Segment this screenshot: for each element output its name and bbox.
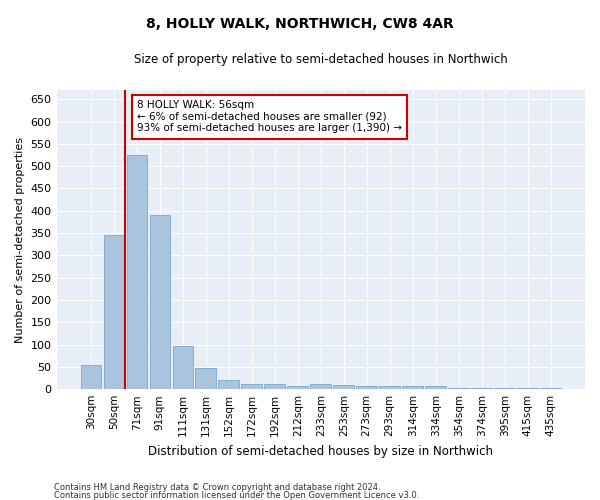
Bar xyxy=(334,384,354,389)
Text: 8 HOLLY WALK: 56sqm
← 6% of semi-detached houses are smaller (92)
93% of semi-de: 8 HOLLY WALK: 56sqm ← 6% of semi-detache… xyxy=(137,100,402,134)
Bar xyxy=(196,368,216,389)
Bar xyxy=(448,388,469,389)
Bar xyxy=(310,384,331,389)
Bar xyxy=(494,388,515,389)
Bar xyxy=(241,384,262,389)
Bar xyxy=(265,384,285,389)
Y-axis label: Number of semi-detached properties: Number of semi-detached properties xyxy=(15,136,25,342)
Bar xyxy=(127,155,147,389)
Text: Contains HM Land Registry data © Crown copyright and database right 2024.: Contains HM Land Registry data © Crown c… xyxy=(54,484,380,492)
Bar xyxy=(379,386,400,389)
Bar xyxy=(149,215,170,389)
Bar xyxy=(104,236,124,389)
Title: Size of property relative to semi-detached houses in Northwich: Size of property relative to semi-detach… xyxy=(134,52,508,66)
Bar xyxy=(356,386,377,389)
Bar xyxy=(173,346,193,389)
Bar xyxy=(287,386,308,389)
Bar xyxy=(425,386,446,389)
X-axis label: Distribution of semi-detached houses by size in Northwich: Distribution of semi-detached houses by … xyxy=(148,444,493,458)
Bar xyxy=(540,388,561,389)
Bar xyxy=(403,386,423,389)
Bar xyxy=(517,388,538,389)
Bar xyxy=(218,380,239,389)
Bar xyxy=(80,364,101,389)
Bar xyxy=(472,388,492,389)
Text: 8, HOLLY WALK, NORTHWICH, CW8 4AR: 8, HOLLY WALK, NORTHWICH, CW8 4AR xyxy=(146,18,454,32)
Text: Contains public sector information licensed under the Open Government Licence v3: Contains public sector information licen… xyxy=(54,490,419,500)
